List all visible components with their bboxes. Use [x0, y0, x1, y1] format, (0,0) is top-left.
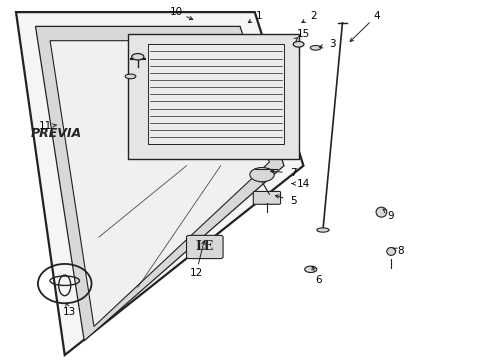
Text: 14: 14 [297, 179, 310, 189]
Polygon shape [35, 26, 284, 341]
Ellipse shape [132, 54, 144, 60]
Ellipse shape [305, 266, 317, 273]
Ellipse shape [387, 248, 395, 255]
Ellipse shape [376, 207, 387, 217]
Text: 12: 12 [190, 268, 203, 278]
Text: 7: 7 [291, 168, 297, 178]
Ellipse shape [125, 74, 136, 79]
Text: 4: 4 [373, 11, 380, 21]
Polygon shape [50, 41, 270, 327]
FancyBboxPatch shape [253, 192, 281, 204]
Text: 10: 10 [170, 7, 183, 17]
Text: 11: 11 [39, 121, 52, 131]
Text: PREVIA: PREVIA [30, 127, 82, 140]
Text: 15: 15 [297, 28, 310, 39]
FancyBboxPatch shape [187, 235, 223, 258]
Text: 6: 6 [315, 275, 321, 285]
Polygon shape [16, 12, 303, 355]
Polygon shape [147, 44, 284, 144]
Text: 2: 2 [310, 11, 317, 21]
Text: 1: 1 [256, 11, 263, 21]
Text: 13: 13 [63, 307, 76, 317]
Text: 5: 5 [291, 197, 297, 206]
Text: 9: 9 [388, 211, 394, 221]
Ellipse shape [293, 41, 304, 47]
Text: LE: LE [196, 240, 214, 253]
Ellipse shape [250, 167, 274, 182]
Text: 3: 3 [329, 39, 336, 49]
Polygon shape [128, 33, 298, 158]
Text: 8: 8 [397, 247, 404, 256]
Ellipse shape [310, 45, 321, 50]
Ellipse shape [317, 228, 329, 232]
